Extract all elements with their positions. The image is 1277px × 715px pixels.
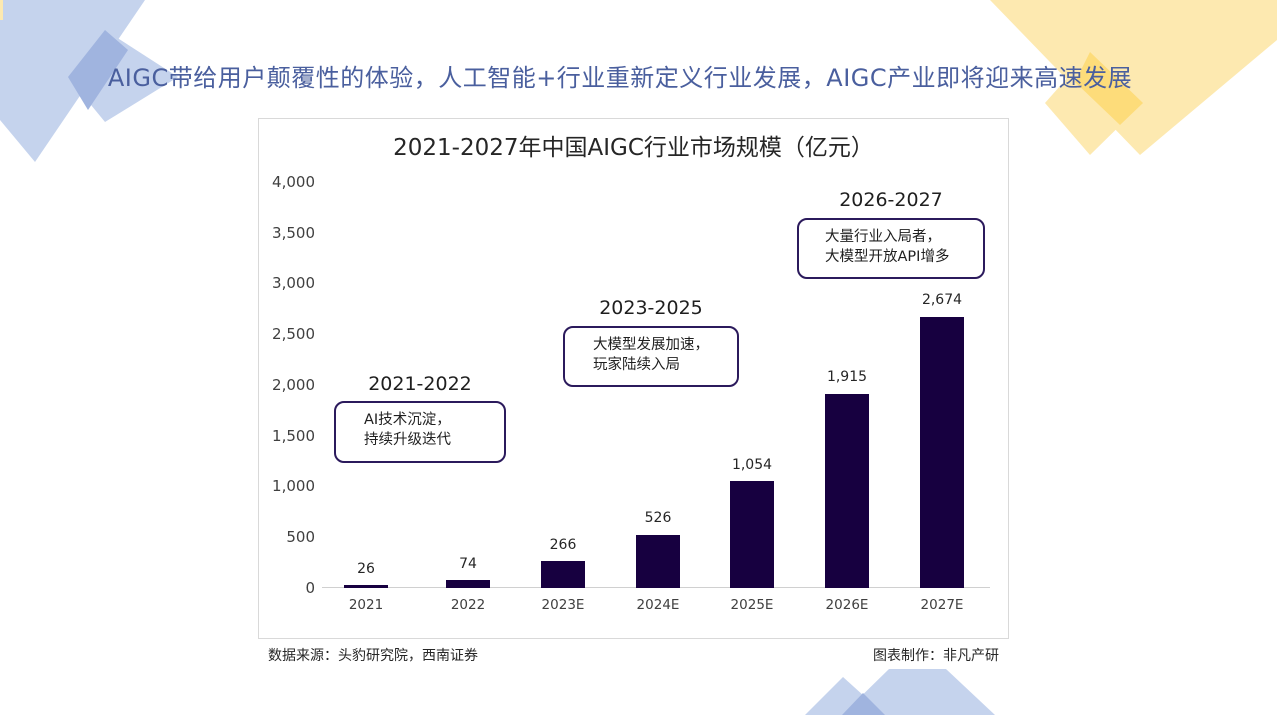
- x-tick: 2021: [348, 597, 384, 613]
- value-label: 2,674: [921, 292, 963, 308]
- annotation-line: 大模型开放API增多: [825, 249, 950, 265]
- data-source: 数据来源：头豹研究院，西南证券: [268, 648, 478, 664]
- annotation-period: 2023-2025: [599, 297, 703, 319]
- y-tick: 2,500: [272, 325, 315, 343]
- annotation-box: 大模型发展加速， 玩家陆续入局: [563, 326, 739, 387]
- annotation-box: AI技术沉淀， 持续升级迭代: [334, 401, 506, 463]
- x-tick: 2024E: [636, 597, 680, 613]
- bar-2025E: [730, 481, 774, 588]
- x-tick: 2025E: [730, 597, 774, 613]
- blue-trapezoid-right: [842, 669, 995, 715]
- bar-2021: [344, 585, 388, 588]
- y-tick: 500: [286, 528, 315, 546]
- value-label: 526: [644, 510, 672, 526]
- y-tick: 3,000: [272, 274, 315, 292]
- annotation-line: 玩家陆续入局: [593, 357, 680, 373]
- value-label: 74: [459, 556, 477, 572]
- y-tick: 1,500: [272, 427, 315, 445]
- x-tick: 2022: [450, 597, 486, 613]
- bar-2022: [446, 580, 490, 588]
- annotation-box: 大量行业入局者， 大模型开放API增多: [797, 218, 985, 279]
- annotation-line: 大模型发展加速，: [593, 337, 709, 353]
- value-label: 1,054: [731, 457, 773, 473]
- y-tick: 4,000: [272, 173, 315, 191]
- chart-title: 2021-2027年中国AIGC行业市场规模（亿元）: [393, 135, 874, 161]
- blue-triangle-left: [805, 677, 885, 715]
- page-headline: AIGC带给用户颠覆性的体验，人工智能+行业重新定义行业发展，AIGC产业即将迎…: [107, 64, 1133, 92]
- annotation-period: 2021-2022: [368, 373, 472, 395]
- x-tick: 2027E: [920, 597, 964, 613]
- y-tick: 1,000: [272, 477, 315, 495]
- blue-triangle-overlap: [842, 693, 885, 715]
- value-label: 26: [357, 561, 375, 577]
- annotation-line: 持续升级迭代: [364, 432, 451, 448]
- y-tick: 0: [305, 579, 315, 597]
- bar-2024E: [636, 535, 680, 588]
- bar-2026E: [825, 394, 869, 588]
- x-tick: 2026E: [825, 597, 869, 613]
- y-tick: 3,500: [272, 224, 315, 242]
- value-label: 266: [549, 537, 577, 553]
- annotation-line: 大量行业入局者，: [825, 229, 941, 245]
- bar-2027E: [920, 317, 964, 588]
- annotation-period: 2026-2027: [839, 189, 943, 211]
- y-tick: 2,000: [272, 376, 315, 394]
- chart-credit: 图表制作：非凡产研: [873, 648, 999, 664]
- value-label: 1,915: [826, 369, 868, 385]
- annotation-line: AI技术沉淀，: [364, 412, 451, 428]
- bar-2023E: [541, 561, 585, 588]
- x-tick: 2023E: [541, 597, 585, 613]
